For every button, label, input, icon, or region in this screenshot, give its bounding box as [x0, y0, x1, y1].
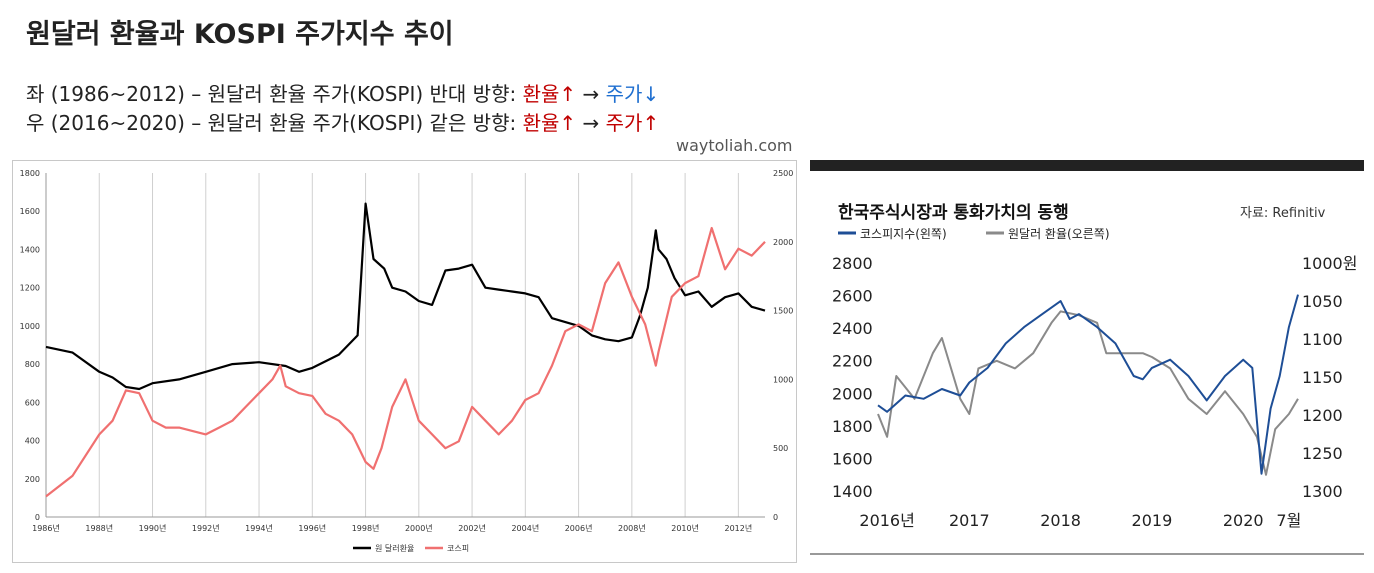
left-chart-y-left-tick: 1600 [20, 207, 40, 216]
right-chart-y-right-tick: 1100 [1302, 330, 1343, 349]
right-chart-svg: 한국주식시장과 통화가치의 동행 자료: Refinitiv 2800 2600 240… [810, 160, 1364, 555]
right-chart-y-right-tick: 1000원 [1302, 254, 1357, 273]
right-chart-x-tick: 2018 [1040, 511, 1081, 530]
right-chart-y-left-tick: 2400 [832, 319, 873, 338]
right-chart-y-left-tick: 2200 [832, 352, 873, 371]
left-chart-x-tick: 2004년 [511, 523, 539, 533]
right-chart-y-left-tick: 2000 [832, 384, 873, 403]
left-chart-legend-label: 코스피 [447, 544, 469, 553]
left-chart-y-left-tick: 0 [35, 513, 40, 522]
left-chart-y-right-tick: 2000 [773, 238, 793, 247]
right-chart-x-tick: 2020 [1223, 511, 1264, 530]
description-line-2: 우 (2016~2020) – 원달러 환율 주가(KOSPI) 같은 방향: … [26, 107, 659, 136]
right-chart-legend-label: 원달러 환율(오른쪽) [1008, 227, 1110, 241]
right-chart-y-right-tick: 1150 [1302, 368, 1343, 387]
right-chart-y-right-tick: 1250 [1302, 444, 1343, 463]
left-chart-x-tick: 2000년 [405, 523, 433, 533]
left-chart-x-tick: 1986년 [32, 523, 60, 533]
right-chart-y-right-tick: 1200 [1302, 406, 1343, 425]
line2-prefix: 우 (2016~2020) – 원달러 환율 주가(KOSPI) 같은 방향: [26, 111, 523, 135]
right-chart-x-tick: 2019 [1132, 511, 1173, 530]
right-chart-top-bar [810, 160, 1364, 171]
left-chart-y-right-tick: 500 [773, 444, 788, 453]
left-chart-y-right-tick: 0 [773, 513, 778, 522]
left-chart-y-left-tick: 1000 [20, 322, 40, 331]
right-chart-series-line [877, 294, 1299, 475]
line1-fx-up: 환율↑ [522, 82, 577, 106]
right-chart-y-right-tick: 1050 [1302, 292, 1343, 311]
left-chart-y-right-tick: 1500 [773, 307, 793, 316]
left-chart-x-tick: 2010년 [671, 523, 699, 533]
left-chart-series-line [45, 202, 766, 391]
left-chart-x-tick: 1998년 [352, 523, 380, 533]
right-chart-title: 한국주식시장과 통화가치의 동행 [838, 203, 1069, 223]
line1-arrow: → [576, 82, 606, 106]
left-chart-x-tick: 2006년 [565, 523, 593, 533]
left-chart-svg: 1986년 1988년 1990년 1992년 1994년 1996년 1998년 2000년… [20, 169, 794, 553]
page-title: 원달러 환율과 KOSPI 주가지수 추이 [26, 19, 454, 50]
left-chart-x-tick: 1994년 [245, 523, 273, 533]
left-chart-y-left-tick: 1800 [20, 169, 40, 178]
left-chart-y-left-tick: 400 [25, 437, 40, 446]
left-chart-legend-label: 원 달러환율 [375, 543, 414, 553]
right-chart-legend-label: 코스피지수(왼쪽) [860, 227, 947, 241]
left-chart-x-tick: 2012년 [725, 523, 753, 533]
left-chart: 1986년 1988년 1990년 1992년 1994년 1996년 1998년 2000년… [12, 160, 797, 563]
right-chart-y-left-tick: 2600 [832, 287, 873, 306]
right-chart-x-tick: 2017 [949, 511, 990, 530]
right-chart-x-tick: 2016년 [859, 511, 914, 530]
right-chart-source: 자료: Refinitiv [1240, 206, 1326, 221]
left-chart-series-line [45, 226, 766, 498]
left-chart-x-tick: 2002년 [458, 523, 486, 533]
right-chart-y-left-tick: 1800 [832, 417, 873, 436]
line1-prefix: 좌 (1986~2012) – 원달러 환율 주가(KOSPI) 반대 방향: [26, 82, 523, 106]
left-chart-y-right-tick: 2500 [773, 169, 793, 178]
left-chart-x-tick: 1996년 [298, 523, 326, 533]
left-chart-y-left-tick: 200 [25, 475, 40, 484]
left-chart-x-tick: 1992년 [192, 523, 220, 533]
left-chart-y-left-tick: 1400 [20, 245, 40, 254]
line1-stock-down: 주가↓ [605, 82, 660, 106]
left-chart-x-tick: 2008년 [618, 523, 646, 533]
right-chart-x-tick: 7월 [1276, 511, 1301, 530]
right-chart-y-left-tick: 2800 [832, 254, 873, 273]
line2-arrow: → [576, 111, 606, 135]
line2-fx-up: 환율↑ [522, 111, 577, 135]
site-watermark: waytoliah.com [676, 136, 793, 155]
right-chart-series-line [877, 310, 1299, 476]
right-chart-y-left-tick: 1400 [832, 482, 873, 501]
left-chart-x-tick: 1990년 [139, 523, 167, 533]
description-line-1: 좌 (1986~2012) – 원달러 환율 주가(KOSPI) 반대 방향: … [26, 78, 659, 107]
right-chart-y-left-tick: 1600 [832, 449, 873, 468]
left-chart-y-left-tick: 600 [25, 398, 40, 407]
right-chart: 한국주식시장과 통화가치의 동행 자료: Refinitiv 2800 2600 240… [810, 160, 1364, 560]
right-chart-y-right-tick: 1300 [1302, 482, 1343, 501]
left-chart-y-left-tick: 800 [25, 360, 40, 369]
left-chart-y-left-tick: 1200 [20, 284, 40, 293]
left-chart-y-right-tick: 1000 [773, 375, 793, 384]
line2-stock-up: 주가↑ [605, 111, 660, 135]
left-chart-x-tick: 1988년 [85, 523, 113, 533]
